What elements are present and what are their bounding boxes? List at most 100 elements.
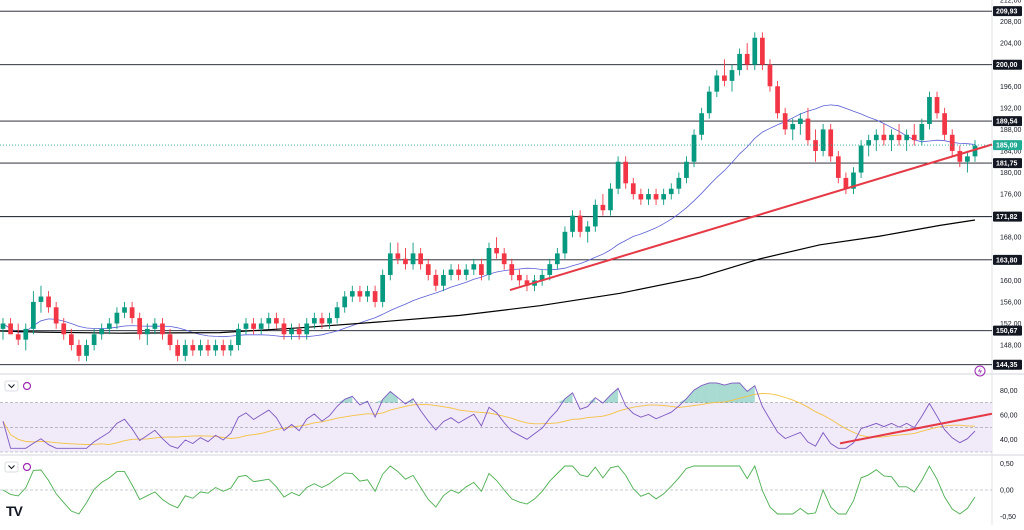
candle [668,183,674,200]
candle [866,134,872,157]
candle-body [99,328,105,335]
candle-body [334,307,340,319]
candle-body [349,291,355,297]
current-price-label-bg [993,140,1022,151]
candle [68,328,74,351]
candle-body [387,253,393,275]
candle [790,118,796,141]
candle [198,339,203,356]
candle-body [699,113,704,135]
candle-body [706,91,712,114]
candle [539,269,545,286]
rsi-overbought-fill [694,385,702,403]
candle [99,323,105,340]
candle-body [8,323,13,335]
candle-body [972,145,978,157]
chevron-down-icon [8,465,15,470]
candle-body [661,194,667,200]
candle [137,312,143,340]
candle-body [577,215,583,232]
price-tick-label: 208,00 [1000,19,1022,26]
candle [160,318,165,340]
moving-average-slow [0,219,976,334]
candle [661,188,667,205]
candle-body [160,323,165,335]
rsi-overbought-fill [739,382,748,403]
candle [835,150,841,184]
candle-body [722,75,727,81]
candle-body [15,334,21,340]
candle [623,156,629,189]
candle-body [129,307,135,319]
candle [570,210,575,238]
candle-body [122,307,127,313]
price-tick-label: 192,00 [1000,105,1022,112]
candle-body [524,280,530,286]
candle [380,269,386,308]
candle [114,307,120,329]
candle [479,258,484,281]
rsi-overbought-fill [678,398,687,403]
candle-body [608,188,613,211]
candle [205,339,211,356]
candle-body [501,253,507,265]
candle-body [919,124,925,141]
candle-body [274,318,279,324]
price-tick-label: 160,00 [1000,278,1022,285]
tradingview-logo[interactable]: TV [6,503,23,519]
level-label: 144,35 [996,362,1018,369]
candle [600,194,606,216]
candle-body [630,183,636,195]
candle [372,285,378,308]
candle [144,323,150,346]
candle [441,269,446,292]
candle-body [236,328,241,346]
settings-icon [22,462,32,472]
candle-body [220,345,226,351]
candle [744,43,750,71]
candle [486,242,492,281]
oscillator-tick-label: -0,50 [1000,514,1016,521]
candle [327,312,332,329]
candle-body [441,274,446,286]
candle [820,124,826,157]
candle [577,210,583,238]
level-label-bg [993,6,1022,17]
candle-body [152,323,158,329]
candle [873,129,879,151]
candle-body [342,296,348,308]
candle [122,301,127,319]
candle-body [448,269,454,275]
candle-body [744,53,750,65]
candle [175,339,181,362]
candle-body [266,318,272,324]
level-label: 150,67 [996,328,1018,335]
candle [342,291,348,313]
current-price-label: 185,09 [996,143,1018,150]
candle-body [289,328,294,335]
candle [851,167,856,195]
indicator-controls [4,461,32,473]
candle [38,285,44,313]
candle-body [372,291,378,302]
indicator-controls [4,380,32,392]
candle [911,124,917,146]
candle [274,312,279,329]
lightning-icon-ring [974,365,986,377]
candle [653,188,659,205]
candle [797,113,803,135]
candle-body [205,345,211,351]
candle-body [311,318,317,324]
candle [228,339,234,356]
price-tick-label: 180,00 [1000,170,1022,177]
candle [167,328,173,351]
candle-body [53,307,59,324]
candle-body [820,129,826,151]
candle-body [851,172,856,189]
candle-body [410,253,416,265]
candle-body [881,134,887,141]
level-label: 209,93 [996,9,1018,16]
price-tick-label: 184,00 [1000,148,1022,155]
level-label: 171,82 [996,214,1018,221]
